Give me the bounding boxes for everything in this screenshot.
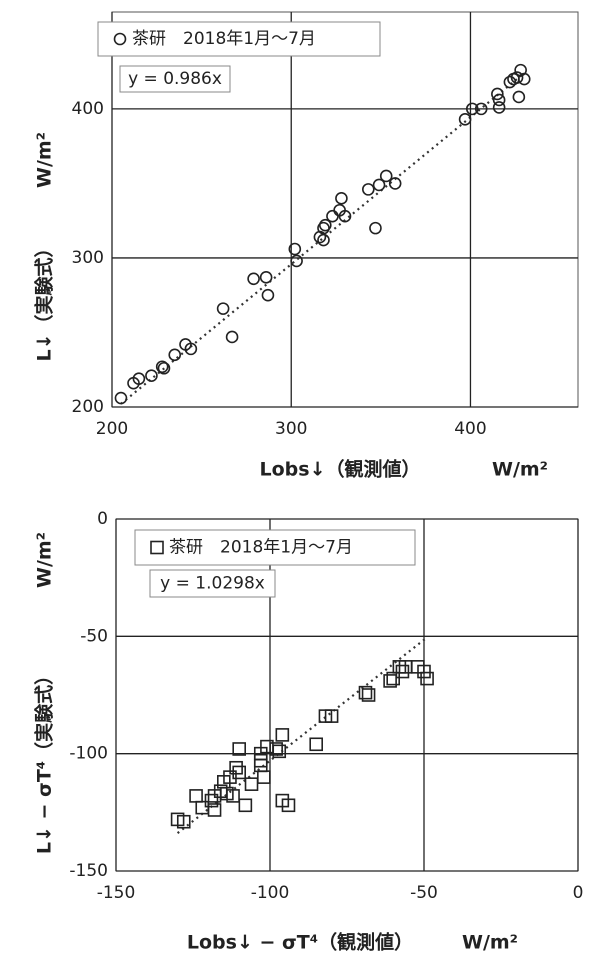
legend-box bbox=[134, 529, 416, 566]
y-tick-label: 300 bbox=[72, 248, 104, 268]
point bbox=[358, 685, 373, 700]
x-tick-label: 400 bbox=[454, 419, 486, 439]
legend-marker bbox=[113, 32, 127, 46]
point bbox=[510, 71, 524, 84]
point bbox=[184, 342, 198, 356]
point bbox=[247, 272, 260, 286]
equation-box bbox=[119, 65, 231, 93]
x-axis-unit: W/m² bbox=[462, 932, 518, 954]
point bbox=[383, 674, 397, 688]
point bbox=[318, 218, 332, 232]
point bbox=[272, 744, 287, 759]
y-tick-label: -50 bbox=[80, 626, 108, 646]
point bbox=[216, 302, 230, 315]
y-tick-label: -100 bbox=[69, 744, 108, 764]
point bbox=[238, 798, 253, 813]
point bbox=[492, 101, 506, 114]
y-axis-unit: W/m² bbox=[34, 532, 56, 588]
point bbox=[361, 183, 375, 196]
x-tick-label: -50 bbox=[410, 883, 438, 903]
point bbox=[204, 793, 219, 808]
point bbox=[114, 391, 128, 405]
x-axis-label: Lobs↓（観測値） bbox=[260, 458, 421, 481]
point bbox=[261, 288, 275, 302]
x-tick-label: -150 bbox=[97, 883, 136, 903]
point bbox=[290, 254, 303, 268]
x-axis-label: Lobs↓ − σT⁴（観測値） bbox=[187, 931, 413, 954]
y-tick-label: 200 bbox=[72, 397, 104, 417]
point bbox=[517, 72, 531, 86]
point bbox=[474, 102, 488, 116]
y-tick-label: 0 bbox=[97, 509, 108, 529]
y-axis-label: L↓（実験式） bbox=[33, 238, 56, 361]
point bbox=[269, 742, 283, 756]
legend-box bbox=[97, 21, 381, 57]
legend-label: 茶研 2018年1月～7月 bbox=[132, 29, 316, 49]
point bbox=[372, 178, 386, 192]
point bbox=[338, 209, 352, 223]
x-tick-label: 200 bbox=[96, 419, 128, 439]
point bbox=[176, 814, 191, 829]
point bbox=[492, 93, 506, 107]
trendline bbox=[176, 636, 428, 835]
y-tick-label: -150 bbox=[69, 861, 108, 881]
equation-label: y = 1.0298x bbox=[160, 574, 265, 594]
equation-label: y = 0.986x bbox=[128, 69, 222, 89]
point bbox=[145, 369, 158, 382]
point bbox=[281, 798, 296, 813]
point bbox=[288, 242, 302, 256]
point bbox=[395, 664, 410, 679]
point bbox=[207, 803, 222, 817]
point bbox=[168, 348, 182, 362]
point bbox=[417, 664, 431, 679]
point bbox=[458, 113, 472, 126]
point bbox=[244, 777, 259, 791]
point bbox=[232, 765, 246, 780]
legend-label: 茶研 2018年1月～7月 bbox=[169, 538, 353, 558]
point bbox=[259, 271, 273, 284]
point bbox=[491, 87, 504, 101]
point bbox=[465, 102, 479, 116]
point bbox=[155, 360, 169, 374]
legend-marker bbox=[150, 540, 164, 555]
point bbox=[512, 90, 526, 104]
x-axis-unit: W/m² bbox=[492, 459, 548, 481]
point bbox=[420, 671, 434, 686]
point bbox=[225, 330, 239, 344]
point bbox=[388, 177, 402, 190]
point bbox=[229, 760, 243, 775]
point bbox=[379, 169, 393, 183]
point bbox=[132, 372, 146, 385]
y-tick-label: 400 bbox=[72, 99, 104, 119]
x-tick-label: 300 bbox=[275, 419, 307, 439]
point bbox=[275, 728, 290, 742]
point bbox=[232, 742, 246, 756]
point bbox=[361, 688, 376, 702]
point bbox=[257, 770, 271, 784]
point bbox=[369, 221, 382, 235]
x-tick-label: 0 bbox=[573, 883, 584, 903]
equation-box bbox=[149, 569, 276, 598]
point bbox=[157, 361, 171, 375]
y-axis-unit: W/m² bbox=[34, 132, 56, 188]
point bbox=[335, 192, 348, 205]
x-tick-label: -100 bbox=[251, 883, 290, 903]
point bbox=[317, 233, 330, 247]
point bbox=[324, 709, 339, 723]
point bbox=[226, 789, 240, 803]
y-axis-label: L↓ − σT⁴（実験式） bbox=[33, 666, 56, 854]
point bbox=[309, 737, 324, 752]
